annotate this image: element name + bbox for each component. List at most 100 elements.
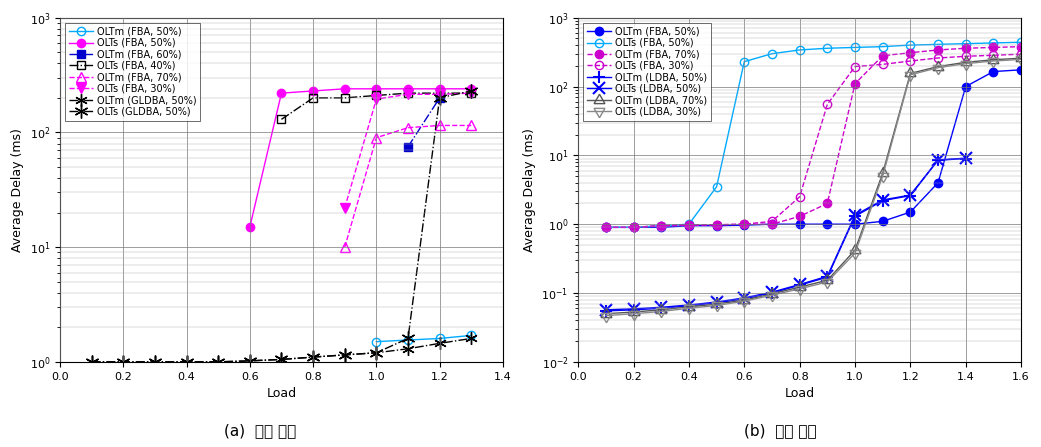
- Legend: OLTm (FBA, 50%), OLTs (FBA, 50%), OLTm (FBA, 70%), OLTs (FBA, 30%), OLTm (LDBA, : OLTm (FBA, 50%), OLTs (FBA, 50%), OLTm (…: [583, 22, 711, 121]
- OLTs (LDBA, 50%): [793, 282, 806, 287]
- OLTs (GLDBA, 50%): [402, 336, 414, 341]
- OLTs (FBA, 30%): [738, 222, 751, 227]
- OLTs (FBA, 50%): [710, 184, 722, 190]
- OLTm (LDBA, 50%): [628, 307, 640, 312]
- OLTs (FBA, 30%): [932, 55, 944, 61]
- OLTs (FBA, 50%): [1015, 40, 1027, 45]
- OLTs (FBA, 40%): [275, 117, 287, 122]
- Line: OLTs (FBA, 50%): OLTs (FBA, 50%): [602, 38, 1025, 232]
- OLTs (FBA, 50%): [738, 59, 751, 64]
- OLTs (LDBA, 50%): [932, 157, 944, 163]
- OLTm (FBA, 70%): [738, 222, 751, 227]
- OLTm (FBA, 60%): [433, 95, 446, 101]
- OLTm (FBA, 70%): [465, 123, 478, 128]
- OLTm (FBA, 50%): [766, 222, 779, 227]
- OLTs (FBA, 30%): [1015, 51, 1027, 57]
- OLTm (FBA, 70%): [628, 225, 640, 230]
- OLTm (GLDBA, 50%): [371, 350, 383, 355]
- OLTm (LDBA, 70%): [932, 64, 944, 69]
- OLTs (LDBA, 30%): [738, 299, 751, 304]
- OLTs (LDBA, 30%): [877, 173, 889, 179]
- OLTm (FBA, 50%): [433, 336, 446, 341]
- OLTs (FBA, 30%): [710, 222, 722, 228]
- OLTs (FBA, 50%): [465, 86, 478, 92]
- OLTs (FBA, 50%): [960, 41, 972, 46]
- Line: OLTs (FBA, 50%): OLTs (FBA, 50%): [246, 84, 476, 231]
- Line: OLTm (FBA, 50%): OLTm (FBA, 50%): [602, 66, 1025, 232]
- OLTs (LDBA, 30%): [848, 250, 861, 256]
- OLTm (LDBA, 50%): [600, 308, 612, 314]
- OLTs (LDBA, 50%): [821, 274, 834, 279]
- OLTs (LDBA, 30%): [905, 72, 917, 77]
- OLTs (FBA, 40%): [465, 90, 478, 96]
- OLTm (FBA, 70%): [371, 135, 383, 140]
- OLTm (FBA, 50%): [848, 222, 861, 227]
- Text: (a)  하향 전송: (a) 하향 전송: [224, 423, 297, 438]
- OLTs (FBA, 50%): [338, 86, 351, 92]
- OLTm (GLDBA, 50%): [433, 341, 446, 346]
- OLTs (FBA, 30%): [821, 102, 834, 107]
- OLTm (LDBA, 70%): [628, 309, 640, 315]
- OLTs (FBA, 50%): [371, 86, 383, 92]
- OLTs (FBA, 50%): [244, 224, 256, 230]
- OLTm (GLDBA, 50%): [180, 359, 193, 365]
- OLTs (LDBA, 30%): [655, 309, 667, 314]
- OLTs (FBA, 30%): [905, 58, 917, 63]
- OLTm (FBA, 50%): [793, 222, 806, 227]
- OLTs (LDBA, 50%): [877, 197, 889, 202]
- OLTm (GLDBA, 50%): [338, 352, 351, 358]
- OLTs (FBA, 30%): [683, 223, 695, 228]
- Y-axis label: Average Delay (ms): Average Delay (ms): [523, 128, 536, 252]
- OLTs (GLDBA, 50%): [275, 357, 287, 362]
- OLTs (GLDBA, 50%): [149, 359, 161, 365]
- OLTs (LDBA, 50%): [683, 302, 695, 308]
- OLTs (LDBA, 30%): [793, 286, 806, 291]
- OLTm (LDBA, 50%): [793, 283, 806, 288]
- OLTs (GLDBA, 50%): [371, 350, 383, 355]
- OLTm (FBA, 50%): [465, 333, 478, 338]
- OLTs (FBA, 50%): [821, 46, 834, 51]
- OLTs (LDBA, 50%): [628, 306, 640, 312]
- Y-axis label: Average Delay (ms): Average Delay (ms): [11, 128, 24, 252]
- OLTm (FBA, 50%): [655, 225, 667, 230]
- OLTs (GLDBA, 50%): [212, 359, 225, 365]
- OLTs (FBA, 50%): [628, 225, 640, 230]
- Legend: OLTm (FBA, 50%), OLTs (FBA, 50%), OLTm (FBA, 60%), OLTs (FBA, 40%), OLTm (FBA, 7: OLTm (FBA, 50%), OLTs (FBA, 50%), OLTm (…: [65, 22, 201, 121]
- OLTm (FBA, 50%): [628, 225, 640, 230]
- Line: OLTs (FBA, 30%): OLTs (FBA, 30%): [339, 89, 476, 213]
- OLTs (FBA, 50%): [766, 51, 779, 56]
- OLTm (LDBA, 50%): [710, 300, 722, 306]
- OLTs (FBA, 40%): [338, 95, 351, 101]
- Line: OLTs (GLDBA, 50%): OLTs (GLDBA, 50%): [84, 84, 478, 369]
- OLTm (FBA, 70%): [821, 201, 834, 206]
- OLTs (FBA, 50%): [433, 86, 446, 92]
- OLTs (FBA, 30%): [655, 223, 667, 228]
- OLTs (FBA, 50%): [655, 223, 667, 228]
- OLTs (LDBA, 30%): [1015, 57, 1027, 62]
- OLTm (GLDBA, 50%): [85, 359, 98, 365]
- OLTm (LDBA, 50%): [877, 198, 889, 203]
- Text: (b)  상향 전송: (b) 상향 전송: [744, 423, 817, 438]
- OLTm (GLDBA, 50%): [307, 354, 320, 360]
- OLTs (LDBA, 50%): [600, 307, 612, 312]
- OLTs (FBA, 30%): [877, 62, 889, 67]
- OLTm (FBA, 70%): [402, 125, 414, 131]
- OLTs (FBA, 40%): [433, 90, 446, 96]
- Line: OLTm (LDBA, 70%): OLTm (LDBA, 70%): [600, 52, 1027, 320]
- OLTm (LDBA, 70%): [877, 171, 889, 176]
- OLTm (LDBA, 70%): [793, 284, 806, 290]
- OLTs (LDBA, 30%): [683, 306, 695, 311]
- OLTs (FBA, 30%): [766, 219, 779, 224]
- OLTs (FBA, 50%): [877, 44, 889, 49]
- OLTm (GLDBA, 50%): [465, 336, 478, 341]
- OLTs (FBA, 30%): [371, 97, 383, 102]
- OLTs (GLDBA, 50%): [244, 358, 256, 363]
- OLTm (LDBA, 70%): [710, 301, 722, 307]
- OLTm (FBA, 70%): [433, 123, 446, 128]
- OLTm (FBA, 70%): [766, 222, 779, 227]
- OLTs (FBA, 50%): [848, 45, 861, 50]
- OLTm (LDBA, 70%): [848, 248, 861, 253]
- OLTs (LDBA, 30%): [987, 58, 999, 63]
- OLTm (LDBA, 70%): [655, 307, 667, 312]
- OLTm (LDBA, 70%): [987, 57, 999, 63]
